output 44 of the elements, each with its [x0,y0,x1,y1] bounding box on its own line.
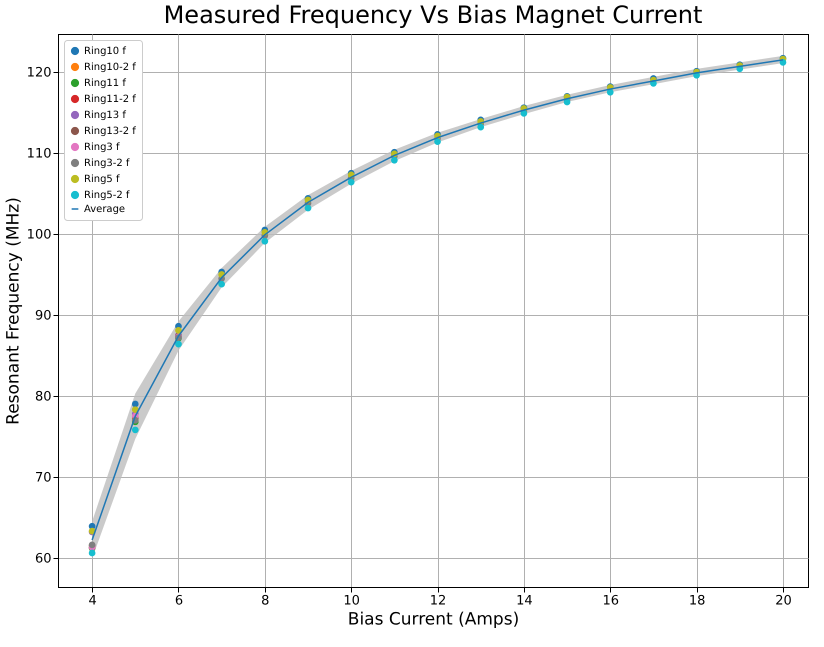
y-tick-label: 100 [26,227,52,242]
point [434,138,441,146]
point [261,238,268,245]
point [88,550,96,556]
x-tick-label: 16 [602,594,620,608]
y-tick-label: 90 [34,308,52,324]
legend-label: Ring13 f [84,110,126,121]
point [132,426,139,434]
x-tick-label: 20 [775,594,792,608]
point [348,178,355,186]
x-tick-label: 12 [430,594,446,608]
legend-label: Ring5 f [84,174,120,185]
legend-label: Ring13-2 f [84,126,136,137]
y-tick-label: 120 [26,66,52,81]
legend-label: Ring11 f [84,78,126,89]
y-tick-label: 80 [34,389,52,404]
legend-label: Ring3 f [84,142,120,153]
x-tick-label: 18 [688,594,706,608]
x-tick-label: 6 [174,594,184,608]
point [175,340,182,348]
point [304,204,312,212]
x-tick-label: 4 [88,594,97,608]
x-tick-label: 10 [343,594,360,608]
legend-label: Ring3-2 f [84,158,130,169]
point [606,88,614,96]
y-tick-label: 110 [26,146,52,162]
point [218,280,225,288]
x-tick-label: 14 [516,594,533,608]
point [132,406,139,414]
y-tick-label: 70 [34,470,52,486]
y-tick-label: 60 [34,551,52,566]
legend-label: Ring10-2 f [84,62,136,73]
point [477,124,484,130]
chart-title: Measured Frequency Vs Bias Magnet Current [164,1,702,29]
point [391,156,398,164]
legend-label: Ring5-2 f [84,190,130,201]
x-axis-title: Bias Current (Amps) [348,610,520,630]
legend-label: Ring11-2 f [84,94,136,105]
legend-label: Ring10 f [84,46,126,57]
y-axis-title: Resonant Frequency (MHz) [4,197,24,425]
legend-label: Average [84,204,126,215]
point [132,400,139,408]
point [175,326,182,334]
x-tick-label: 8 [261,594,270,608]
